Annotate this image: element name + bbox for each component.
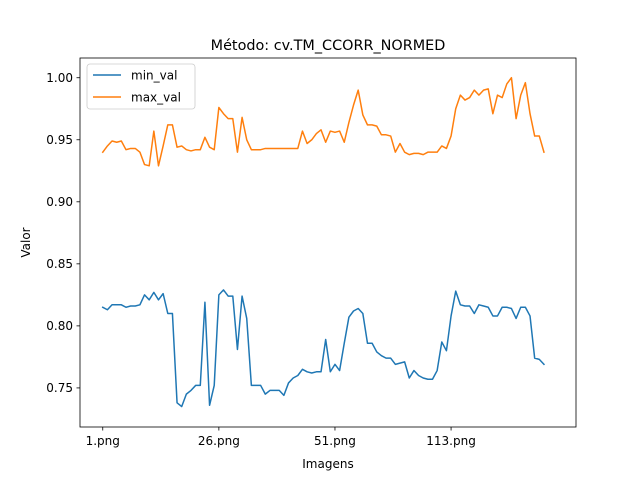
- y-axis: 0.75 0.80 0.85 0.90 0.95 1.00: [46, 71, 80, 395]
- x-tick-label: 1.png: [86, 434, 120, 448]
- series-line-max-val: [101, 76, 545, 167]
- y-tick-label: 0.75: [46, 381, 73, 395]
- legend-label-max-val: max_val: [131, 91, 181, 105]
- legend-label-min-val: min_val: [131, 69, 177, 83]
- y-tick-label: 1.00: [46, 71, 73, 85]
- x-tick-label: 26.png: [198, 434, 240, 448]
- legend: min_val max_val: [86, 63, 196, 110]
- y-tick-label: 0.95: [46, 133, 73, 147]
- plot-frame: [79, 57, 577, 428]
- x-tick-label: 113.png: [426, 434, 476, 448]
- y-tick-label: 0.80: [46, 319, 73, 333]
- x-tick-label: 51.png: [314, 434, 356, 448]
- x-axis-label: Imagens: [302, 457, 353, 471]
- y-axis-label: Valor: [19, 227, 33, 257]
- x-axis: 1.png 26.png 51.png 113.png: [86, 427, 476, 448]
- series-line-min-val: [101, 289, 546, 408]
- chart-title: Método: cv.TM_CCORR_NORMED: [211, 38, 446, 54]
- y-tick-label: 0.85: [46, 257, 73, 271]
- series-group: [101, 76, 546, 408]
- y-tick-label: 0.90: [46, 195, 73, 209]
